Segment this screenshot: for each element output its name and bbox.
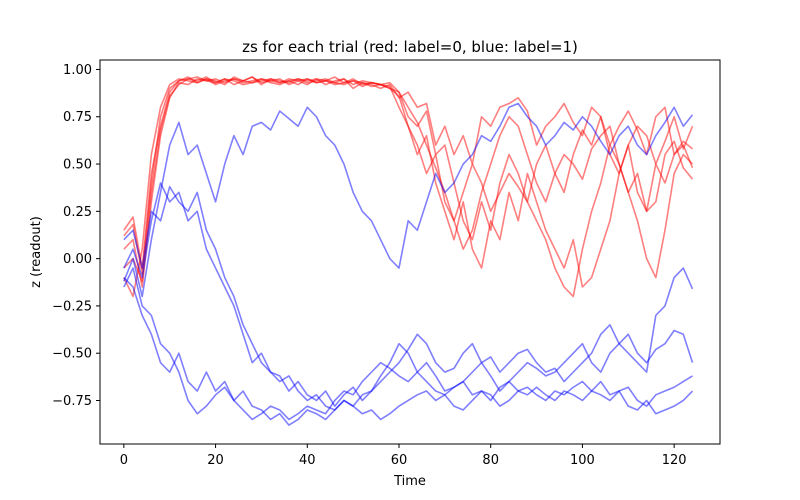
y-tick-label: 1.00 xyxy=(63,63,92,78)
x-tick-label: 120 xyxy=(662,453,687,468)
series-line-0 xyxy=(123,76,693,269)
series-line-9 xyxy=(123,182,694,411)
axes-frame xyxy=(99,59,721,445)
series-line-7 xyxy=(123,276,693,421)
y-tick-label: 0.50 xyxy=(63,158,92,173)
series-line-5 xyxy=(123,102,694,298)
y-axis: −0.75 −0.50 −0.25 0.00 0.25 0.50 0.75 1.00 xyxy=(52,63,100,409)
x-tick-label: 0 xyxy=(120,453,128,468)
y-tick-label: −0.50 xyxy=(52,347,92,362)
y-tick-label: 0.75 xyxy=(63,110,92,125)
series-line-8 xyxy=(123,267,694,426)
y-tick-label: 0.25 xyxy=(63,205,92,220)
series-line-4 xyxy=(123,76,694,298)
x-tick-label: 100 xyxy=(570,453,595,468)
y-tick-label: 0.00 xyxy=(63,252,92,267)
x-tick-label: 40 xyxy=(299,453,316,468)
x-tick-label: 80 xyxy=(482,453,499,468)
x-tick-label: 20 xyxy=(207,453,224,468)
series-line-6 xyxy=(123,185,694,407)
chart-title: zs for each trial (red: label=0, blue: l… xyxy=(242,38,578,56)
y-axis-label: z (readout) xyxy=(29,216,44,288)
series-line-1 xyxy=(123,78,694,298)
y-tick-label: −0.25 xyxy=(52,299,92,314)
x-axis: 0 20 40 60 80 100 120 xyxy=(120,444,687,468)
y-tick-label: −0.75 xyxy=(52,394,92,409)
x-tick-label: 60 xyxy=(391,453,408,468)
series-line-3 xyxy=(123,76,694,275)
x-axis-label: Time xyxy=(393,474,426,489)
plot-area xyxy=(123,76,694,426)
